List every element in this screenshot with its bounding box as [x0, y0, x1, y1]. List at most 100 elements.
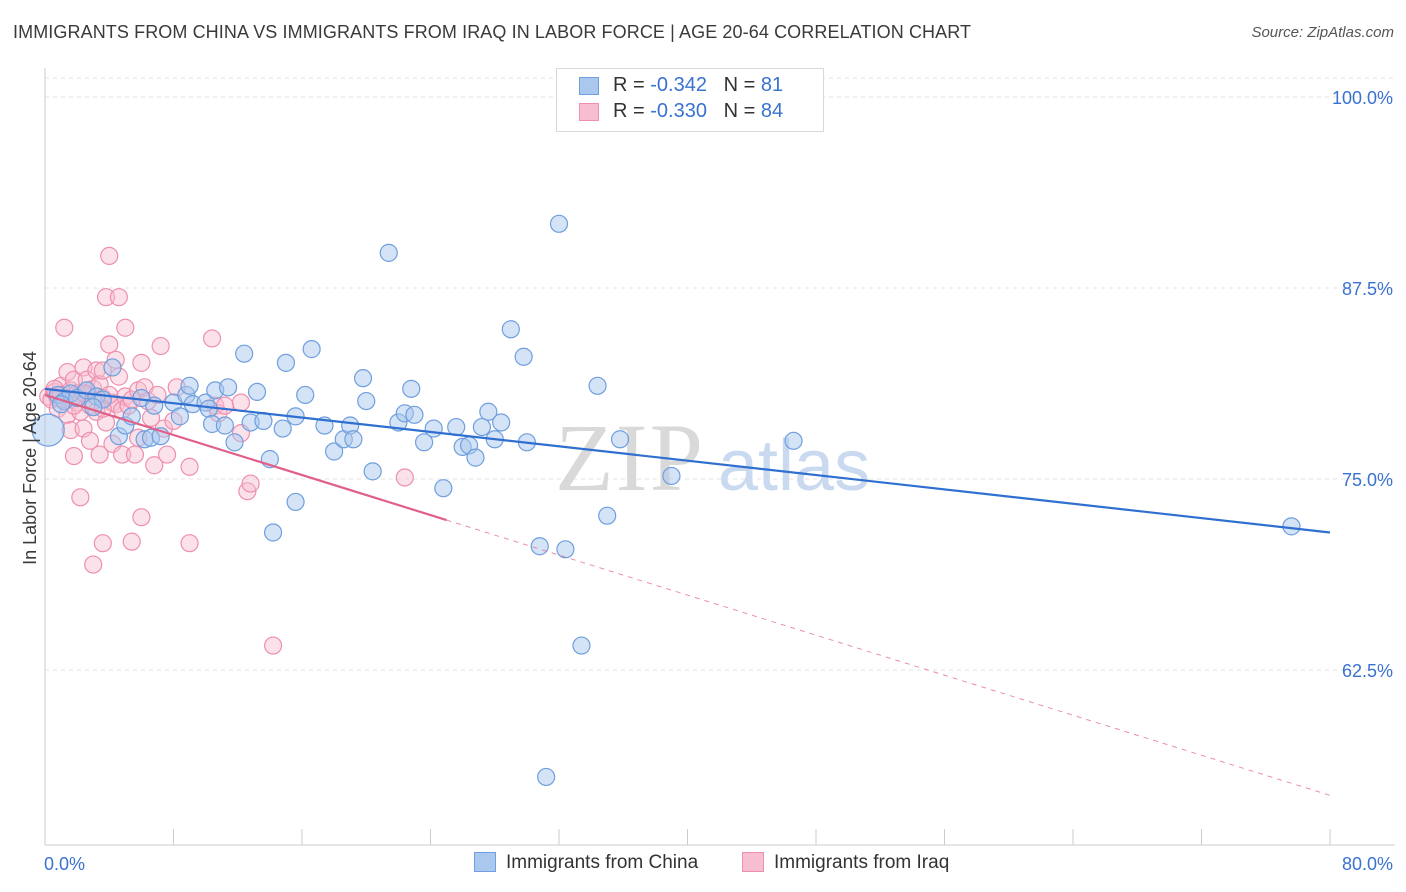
- china-point: [588, 376, 607, 395]
- china-points: [31, 214, 1301, 787]
- china-point: [414, 433, 434, 452]
- china-point: [215, 416, 234, 435]
- china-point: [514, 347, 533, 366]
- legend-swatch-china: [579, 77, 599, 95]
- iraq-point: [157, 445, 177, 464]
- iraq-trend-line: [44, 393, 447, 522]
- iraq-point: [151, 336, 170, 356]
- legend-n-label: N =: [723, 100, 756, 122]
- china-point: [402, 379, 421, 398]
- x-tick-label: 80.0%: [1342, 854, 1393, 874]
- bottom-legend-swatch-iraq: [742, 852, 764, 872]
- bottom-legend-china: Immigrants from China: [474, 852, 698, 874]
- iraq-point: [93, 534, 112, 553]
- china-point: [572, 636, 591, 655]
- bottom-legend-label-iraq: Immigrants from Iraq: [774, 852, 950, 873]
- iraq-point: [64, 446, 84, 466]
- iraq-point: [71, 488, 90, 507]
- legend-n-label: N =: [723, 74, 756, 96]
- china-point: [357, 391, 376, 411]
- china-point: [31, 413, 65, 447]
- iraq-trend-extension: [446, 519, 1331, 796]
- china-point: [466, 448, 485, 467]
- china-point: [170, 407, 190, 426]
- china-trend-line: [44, 387, 1331, 534]
- iraq-point: [241, 474, 260, 493]
- legend-r-label: R =: [613, 74, 645, 96]
- iraq-point: [180, 534, 199, 553]
- stats-legend: R = -0.342 N = 81 R = -0.330 N = 84: [556, 68, 824, 132]
- legend-r-value-iraq: -0.330: [650, 100, 707, 122]
- iraq-point: [125, 445, 145, 464]
- china-point: [302, 340, 321, 359]
- china-point: [363, 462, 382, 481]
- iraq-point: [90, 445, 109, 464]
- china-point: [180, 376, 199, 395]
- legend-n-value-iraq: 84: [760, 100, 784, 122]
- china-point: [263, 523, 283, 542]
- x-tick-label: 0.0%: [44, 854, 85, 874]
- axes: 100.0% 87.5% 75.0% 62.5% 0.0% 80.0%: [44, 68, 1395, 874]
- watermark: ZIP atlas: [555, 404, 870, 511]
- china-point: [537, 767, 556, 787]
- iraq-point: [231, 393, 251, 412]
- bottom-legend-iraq: Immigrants from Iraq: [742, 852, 949, 874]
- china-point: [424, 419, 443, 438]
- china-point: [447, 417, 466, 437]
- legend-n-value-china: 81: [760, 74, 784, 96]
- china-point: [225, 433, 244, 452]
- trend-lines: [44, 387, 1331, 796]
- china-point: [276, 353, 296, 372]
- iraq-point: [80, 431, 100, 450]
- china-point: [434, 479, 453, 498]
- iraq-point: [132, 353, 151, 372]
- chart-title: IMMIGRANTS FROM CHINA VS IMMIGRANTS FROM…: [13, 22, 972, 42]
- china-point: [598, 506, 617, 525]
- iraq-point: [100, 246, 119, 266]
- y-tick-label: 62.5%: [1342, 661, 1393, 681]
- china-point: [344, 430, 363, 449]
- china-point: [549, 214, 569, 233]
- china-point: [472, 417, 491, 437]
- legend-r-label: R =: [613, 100, 645, 122]
- china-point: [296, 385, 315, 405]
- china-point: [247, 382, 267, 402]
- y-tick-label: 87.5%: [1342, 279, 1393, 299]
- china-point: [103, 358, 122, 377]
- china-point: [405, 405, 424, 424]
- china-point: [556, 540, 575, 559]
- china-point: [1282, 517, 1301, 536]
- bottom-legend-label-china: Immigrants from China: [506, 852, 699, 873]
- iraq-point: [96, 288, 116, 307]
- china-point: [530, 537, 549, 556]
- iraq-point: [263, 636, 283, 655]
- china-point: [353, 369, 373, 388]
- china-point: [379, 243, 398, 262]
- grid-lines: [45, 77, 1395, 671]
- iraq-point: [122, 532, 141, 551]
- iraq-point: [109, 288, 128, 307]
- iraq-point: [112, 445, 132, 464]
- y-axis-label: In Labor Force | Age 20-64: [20, 351, 40, 565]
- china-point: [479, 402, 498, 421]
- iraq-point: [100, 335, 119, 354]
- china-point: [286, 492, 305, 512]
- iraq-point: [84, 555, 103, 574]
- iraq-point: [215, 396, 234, 415]
- china-point: [273, 419, 292, 438]
- iraq-point: [116, 318, 135, 337]
- china-point: [325, 442, 344, 461]
- legend-swatch-iraq: [579, 103, 599, 121]
- china-point: [219, 378, 238, 397]
- iraq-point: [395, 468, 414, 487]
- iraq-point: [202, 329, 222, 348]
- china-point: [501, 320, 520, 339]
- watermark-zip: ZIP: [555, 404, 705, 511]
- source-label: Source: ZipAtlas.com: [1251, 24, 1394, 41]
- iraq-point: [55, 318, 74, 337]
- iraq-point: [145, 456, 164, 475]
- china-point: [662, 466, 681, 486]
- china-point: [610, 430, 630, 449]
- china-point: [492, 413, 511, 432]
